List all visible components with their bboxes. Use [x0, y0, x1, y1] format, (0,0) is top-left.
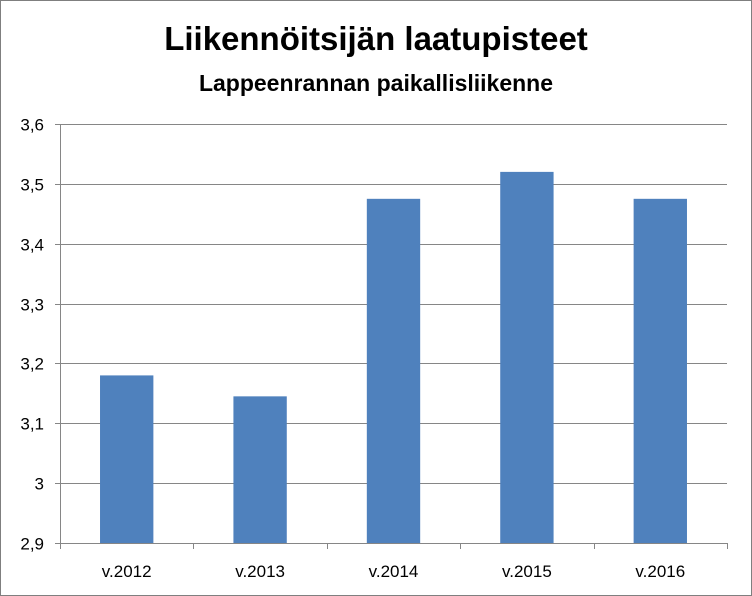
x-tick-label: v.2016	[635, 562, 685, 581]
chart-title: Liikennöitsijän laatupisteet	[164, 20, 588, 57]
bar-v2014	[366, 198, 421, 544]
y-tick-labels: 2,9 3 3,1 3,2 3,3 3,4 3,5 3,6	[20, 116, 44, 554]
y-tick-label: 3,3	[20, 296, 44, 315]
y-tick-label: 3,6	[20, 116, 44, 135]
x-tick-labels: v.2012 v.2013 v.2014 v.2015 v.2016	[102, 562, 685, 581]
y-tick-label: 3	[35, 475, 44, 494]
y-tick-label: 3,4	[20, 236, 44, 255]
bar-v2012	[100, 375, 154, 543]
y-tick-label: 2,9	[20, 535, 44, 554]
y-tick-label: 3,5	[20, 176, 44, 195]
y-tick-label: 3,1	[20, 415, 44, 434]
bar-v2015	[500, 171, 554, 543]
bar-v2013	[233, 396, 287, 543]
bar-v2016	[633, 198, 687, 544]
x-tick-label: v.2012	[102, 562, 152, 581]
x-tick-label: v.2013	[235, 562, 285, 581]
y-tick-label: 3,2	[20, 355, 44, 374]
bars	[100, 171, 687, 544]
x-tick-label: v.2014	[369, 562, 419, 581]
axes	[60, 124, 728, 549]
chart-subtitle: Lappeenrannan paikallisliikenne	[198, 70, 554, 96]
x-tick-label: v.2015	[502, 562, 552, 581]
